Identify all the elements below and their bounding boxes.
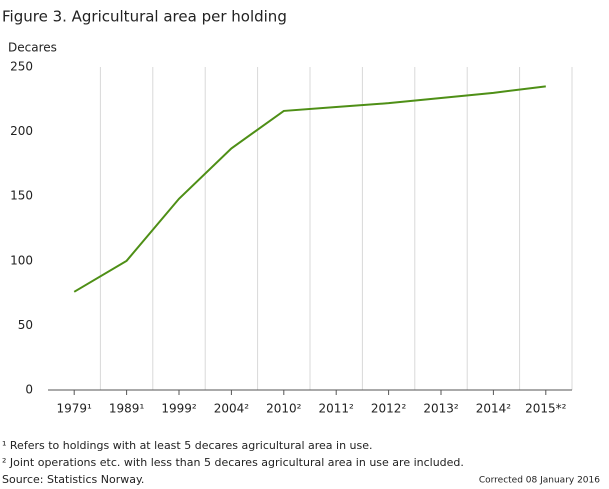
x-tick-label: 2012² [371,402,407,416]
x-tick-label: 2011² [319,402,355,416]
chart-title: Figure 3. Agricultural area per holding [2,8,287,26]
x-tick-label: 2004² [214,402,250,416]
footnote: ² Joint operations etc. with less than 5… [2,456,464,469]
x-tick-label: 2013² [423,402,459,416]
y-tick-label: 100 [10,253,33,267]
x-tick-label: 1989¹ [109,402,145,416]
x-tick-label: 2015*² [525,402,567,416]
source: Source: Statistics Norway. [2,473,144,486]
corrected-note: Corrected 08 January 2016 [479,476,600,486]
y-tick-label: 200 [10,124,33,138]
y-tick-label: 50 [18,318,33,332]
x-tick-label: 2014² [476,402,512,416]
y-tick-label: 150 [10,189,33,203]
y-tick-label: 250 [10,60,33,74]
footnote: ¹ Refers to holdings with at least 5 dec… [2,439,373,452]
data-line [73,85,546,293]
y-tick-label: 0 [25,383,33,397]
x-tick-label: 2010² [266,402,302,416]
y-axis-label: Decares [8,41,57,55]
x-tick-label: 1979¹ [57,402,93,416]
x-tick-label: 1999² [161,402,197,416]
